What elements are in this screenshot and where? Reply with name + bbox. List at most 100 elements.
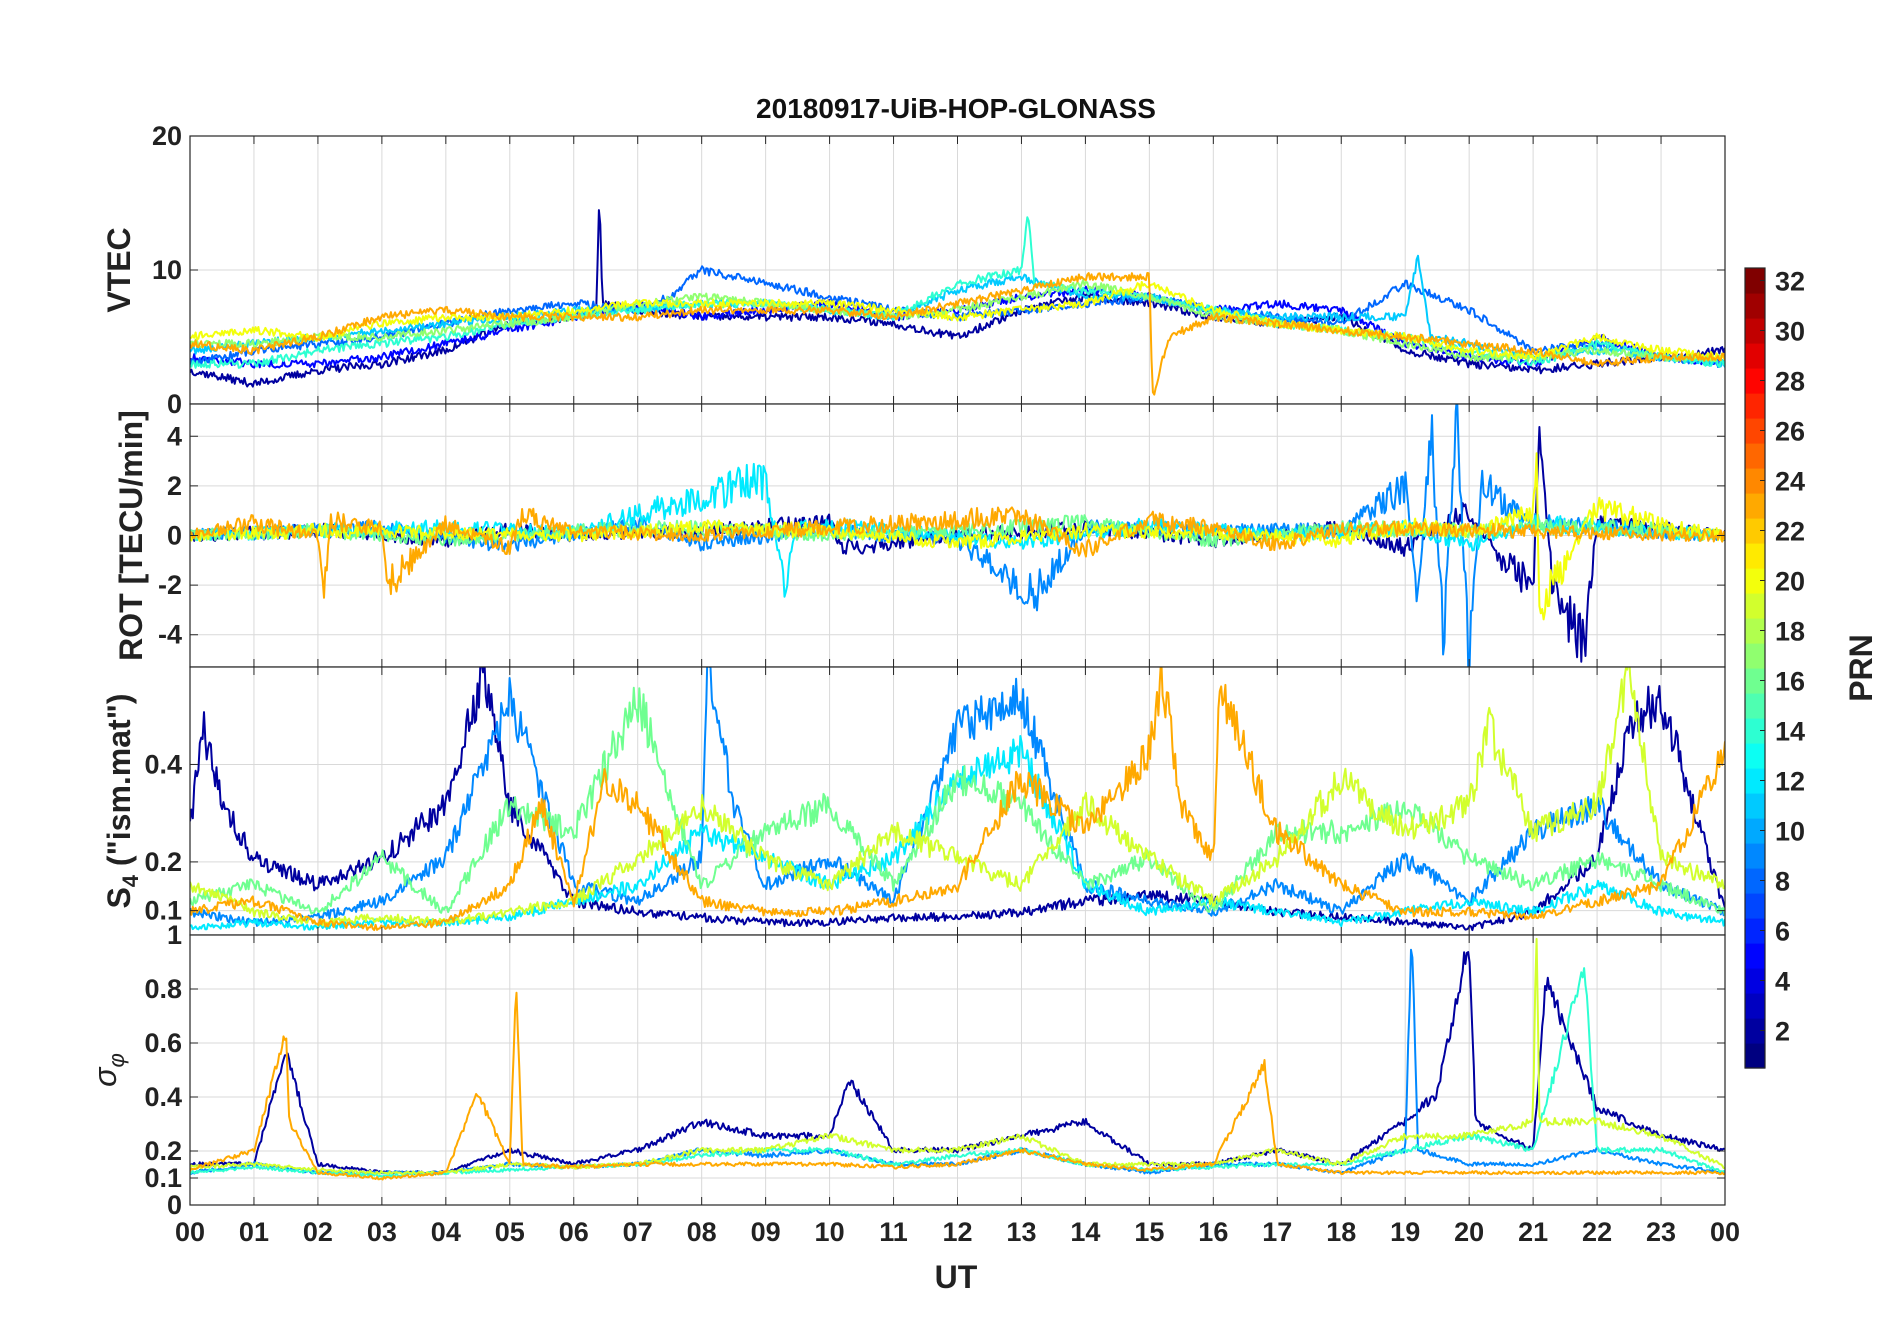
series-prn-5 (190, 285, 1725, 369)
colorbar-segment (1745, 543, 1765, 569)
colorbar-segment (1745, 1018, 1765, 1044)
colorbar-segment (1745, 818, 1765, 844)
colorbar-tick-label: 22 (1775, 517, 1805, 547)
colorbar-segment (1745, 268, 1765, 294)
series-prn-16 (190, 686, 1725, 917)
colorbar-segment (1745, 743, 1765, 769)
colorbar-segment (1745, 968, 1765, 994)
x-tick-label: 22 (1582, 1217, 1612, 1247)
x-tick-label: 20 (1454, 1217, 1484, 1247)
y-tick-label: -4 (158, 620, 182, 650)
y-tick-label: 10 (152, 255, 182, 285)
x-tick-label: 19 (1390, 1217, 1420, 1247)
colorbar-segment (1745, 768, 1765, 794)
series-prn-20 (190, 280, 1725, 361)
colorbar-segment (1745, 668, 1765, 694)
colorbar-segment (1745, 443, 1765, 469)
x-tick-label: 00 (1710, 1217, 1740, 1247)
colorbar-tick-label: 8 (1775, 867, 1790, 897)
x-tick-label: 14 (1070, 1217, 1100, 1247)
colorbar-tick-label: 26 (1775, 417, 1805, 447)
y-tick-label: -2 (158, 570, 182, 600)
y-tick-label: 4 (167, 421, 182, 451)
colorbar-segment (1745, 343, 1765, 369)
colorbar-segment (1745, 518, 1765, 544)
colorbar-label: PRN (1843, 634, 1879, 702)
colorbar-tick-label: 18 (1775, 617, 1805, 647)
x-tick-label: 02 (303, 1217, 333, 1247)
colorbar-tick-label: 6 (1775, 917, 1790, 947)
colorbar-tick-label: 30 (1775, 317, 1805, 347)
colorbar-tick-label: 14 (1775, 717, 1805, 747)
x-tick-label: 10 (815, 1217, 845, 1247)
colorbar-segment (1745, 418, 1765, 444)
series-prn-17 (190, 279, 1725, 363)
colorbar-segment (1745, 1043, 1765, 1069)
colorbar-segment (1745, 718, 1765, 744)
series-prn-2 (190, 209, 1725, 388)
x-tick-label: 16 (1198, 1217, 1228, 1247)
colorbar-segment (1745, 943, 1765, 969)
y-tick-label: 1 (167, 920, 182, 950)
y-tick-label: 0.4 (144, 749, 182, 779)
series-group (190, 667, 1725, 932)
x-tick-label: 23 (1646, 1217, 1676, 1247)
y-tick-label: 0 (167, 1190, 182, 1220)
colorbar-segment (1745, 793, 1765, 819)
x-tick-label: 11 (879, 1217, 908, 1247)
series-prn-23 (190, 506, 1725, 599)
x-tick-label: 17 (1262, 1217, 1292, 1247)
colorbar-segment (1745, 393, 1765, 419)
series-prn-11 (190, 254, 1725, 368)
colorbar-tick-label: 4 (1775, 967, 1790, 997)
series-prn-14 (190, 967, 1725, 1178)
y-axis-label-sigma: σφ (87, 1053, 129, 1087)
y-axis-label-s4: S4 ("ism.mat") (101, 693, 143, 908)
colorbar-segment (1745, 993, 1765, 1019)
panel-sigma: 00.10.2 0.4 0.6 0.8 1 σφ (87, 920, 1726, 1220)
panel-rot: -4 -2 0 2 4 ROT [TECU/min] (113, 403, 1726, 668)
colorbar-tick-label: 20 (1775, 567, 1805, 597)
series-prn-23 (190, 272, 1725, 396)
x-tick-label: 05 (495, 1217, 525, 1247)
x-tick-label: 06 (559, 1217, 589, 1247)
series-prn-23 (190, 991, 1725, 1181)
colorbar-segment (1745, 618, 1765, 644)
colorbar-segment (1745, 318, 1765, 344)
y-tick-label: 0.8 (144, 974, 182, 1004)
x-tick-label: 00 (175, 1217, 205, 1247)
colorbar-segment (1745, 918, 1765, 944)
series-group (190, 209, 1725, 396)
x-tick-label: 08 (687, 1217, 717, 1247)
series-prn-23 (190, 667, 1725, 932)
y-tick-label: 0.1 (144, 896, 182, 926)
colorbar-tick-label: 32 (1775, 267, 1805, 297)
y-tick-label: 20 (152, 121, 182, 151)
colorbar-segment (1745, 693, 1765, 719)
y-tick-label: 2 (167, 471, 182, 501)
x-tick-label: 01 (239, 1217, 269, 1247)
y-tick-label: 0.1 (144, 1163, 182, 1193)
colorbar-segment (1745, 843, 1765, 869)
colorbar-tick-label: 12 (1775, 767, 1805, 797)
colorbar-segment (1745, 868, 1765, 894)
chart-title: 20180917-UiB-HOP-GLONASS (756, 93, 1156, 124)
y-tick-label: 0 (167, 521, 182, 551)
y-tick-label: 0 (167, 389, 182, 419)
colorbar-segment (1745, 893, 1765, 919)
x-tick-label: 09 (751, 1217, 781, 1247)
colorbar-tick-label: 10 (1775, 817, 1805, 847)
y-axis-label-vtec: VTEC (101, 227, 137, 312)
series-group (190, 404, 1725, 667)
panel-s4: 0.1 0.2 0.4S4 ("ism.mat") (101, 666, 1726, 936)
series-prn-16 (190, 514, 1725, 548)
panel-vtec: 0 10 20 VTEC (101, 121, 1726, 419)
colorbar-tick-label: 28 (1775, 367, 1805, 397)
colorbar-tick-label: 2 (1775, 1017, 1790, 1047)
x-tick-label: 15 (1134, 1217, 1164, 1247)
colorbar-segment (1745, 368, 1765, 394)
x-tick-label: 07 (623, 1217, 653, 1247)
